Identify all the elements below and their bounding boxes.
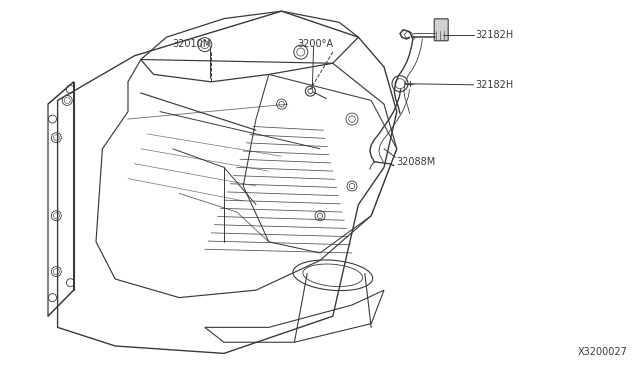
Text: 32088M: 32088M: [397, 157, 436, 167]
Text: 32182H: 32182H: [475, 80, 513, 90]
Text: 32010M: 32010M: [173, 39, 212, 48]
Text: 32182H: 32182H: [475, 31, 513, 40]
FancyBboxPatch shape: [434, 19, 448, 41]
Text: X3200027: X3200027: [577, 347, 627, 356]
Text: 3200°A: 3200°A: [298, 39, 333, 48]
